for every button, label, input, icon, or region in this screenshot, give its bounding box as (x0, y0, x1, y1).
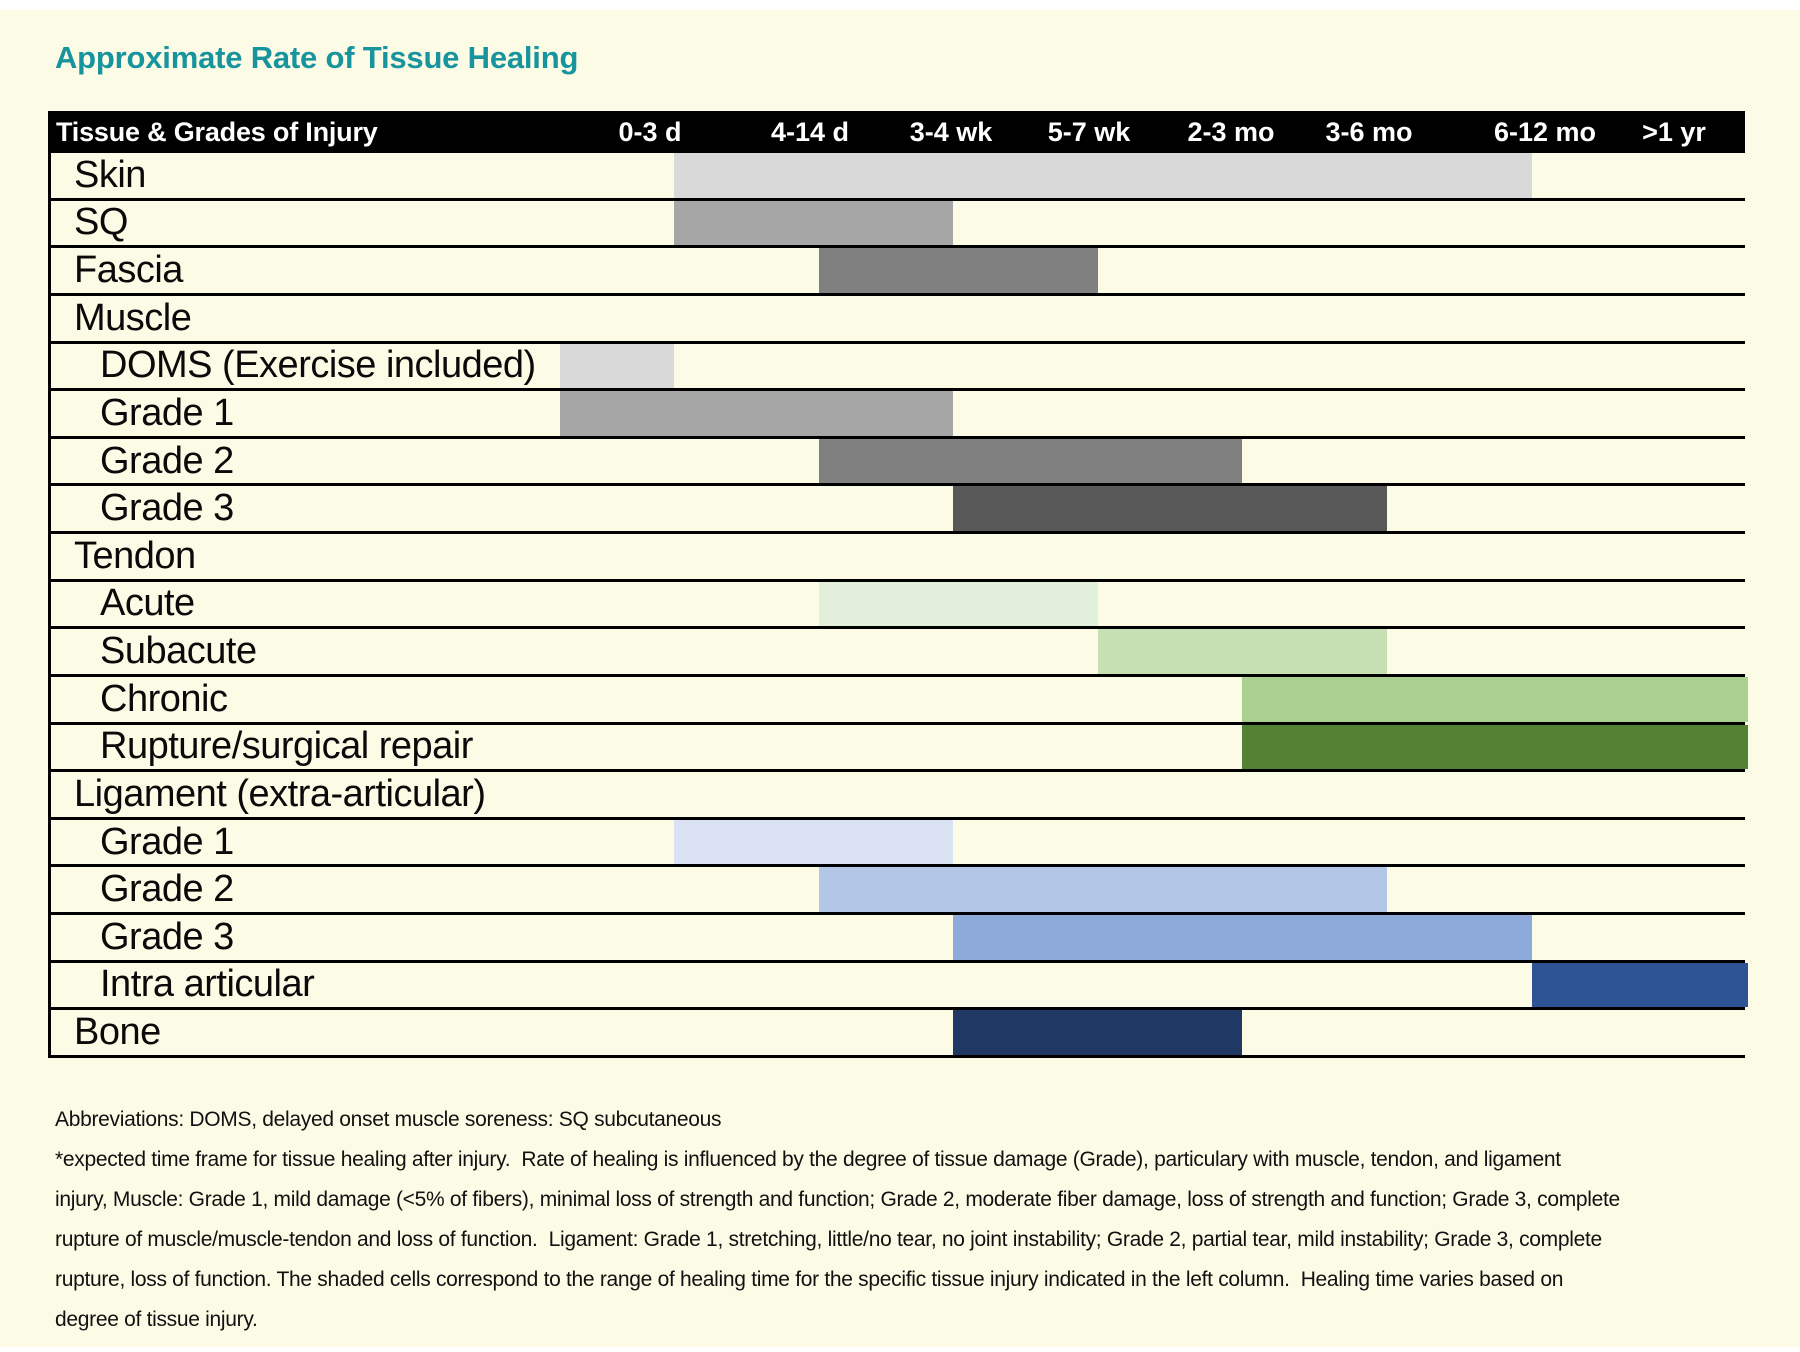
row-label: Grade 2 (100, 439, 234, 482)
page-title: Approximate Rate of Tissue Healing (55, 40, 579, 75)
row-label: Ligament (extra-articular) (74, 772, 486, 815)
column-header: >1 yr (1642, 116, 1706, 147)
healing-range-bar (1242, 676, 1748, 722)
table-body: Skin SQ Fascia Muscle DOMS (Exercise include… (48, 153, 1748, 1058)
column-header: 6-12 mo (1493, 116, 1597, 147)
row-label: Rupture/surgical repair (100, 725, 473, 768)
footnote-line: degree of tissue injury. (55, 1308, 258, 1331)
table-row: Chronic (51, 676, 1748, 725)
tissue-healing-table: Tissue & Grades of Injury 0-3 d 4-14 d 3-4… (48, 111, 1748, 1058)
column-header: 4-14 d (770, 116, 850, 147)
column-header: 0-3 d (618, 116, 682, 147)
footnote-line: rupture, loss of function. The shaded ce… (55, 1268, 1564, 1291)
row-label: Chronic (100, 677, 228, 720)
table-row: Acute (51, 581, 1745, 630)
row-label: Grade 3 (100, 487, 234, 530)
healing-range-bar (953, 1010, 1242, 1055)
table-row: Muscle (51, 296, 1745, 344)
top-margin (0, 0, 1800, 10)
row-label: Muscle (74, 296, 192, 339)
healing-range-bar (560, 343, 674, 389)
row-label: Fascia (74, 249, 183, 292)
column-header: 5-7 wk (1047, 116, 1131, 147)
column-header: 2-3 mo (1187, 116, 1275, 147)
table-row: Grade 2 (51, 438, 1745, 487)
healing-range-bar (953, 915, 1532, 960)
healing-range-bar (674, 819, 953, 865)
footnotes: Abbreviations: DOMS, delayed onset muscl… (55, 1100, 1620, 1340)
table-row: Ligament (extra-articular) (51, 772, 1745, 820)
table-row: Subacute (51, 629, 1745, 677)
table-row: Intra articular (51, 962, 1748, 1011)
healing-range-bar (560, 391, 953, 436)
row-label: Tendon (74, 534, 196, 577)
healing-range-bar (1532, 962, 1748, 1008)
row-label: DOMS (Exercise included) (100, 344, 536, 387)
healing-range-bar (1242, 724, 1748, 770)
footnote-line: Abbreviations: DOMS, delayed onset muscl… (55, 1108, 722, 1131)
row-label: Grade 1 (100, 391, 234, 434)
footnote-line: injury, Muscle: Grade 1, mild damage (<5… (55, 1188, 1620, 1211)
table-row: Grade 3 (51, 915, 1745, 963)
table-row: Grade 1 (51, 391, 1745, 439)
footnote-line: *expected time frame for tissue healing … (55, 1148, 1561, 1171)
row-label: SQ (74, 201, 128, 244)
table-row: Tendon (51, 534, 1745, 582)
table-row: Grade 3 (51, 486, 1745, 534)
healing-range-bar (674, 200, 953, 246)
healing-range-bar (819, 438, 1242, 484)
table-row: DOMS (Exercise included) (51, 343, 1745, 392)
healing-range-bar (1098, 629, 1387, 674)
table-row: SQ (51, 200, 1745, 249)
row-label: Grade 2 (100, 868, 234, 911)
header-tissue-grades-label: Tissue & Grades of Injury (56, 116, 378, 147)
row-label: Subacute (100, 630, 257, 673)
healing-range-bar (819, 581, 1098, 627)
healing-range-bar (819, 867, 1387, 912)
table-row: Grade 1 (51, 819, 1745, 868)
table-row: Rupture/surgical repair (51, 724, 1748, 773)
healing-range-bar (674, 153, 1532, 198)
table-row: Grade 2 (51, 867, 1745, 915)
row-label: Grade 3 (100, 915, 234, 958)
column-header: 3-4 wk (909, 116, 993, 147)
table-row: Fascia (51, 248, 1745, 296)
healing-range-bar (819, 248, 1098, 293)
column-header: 3-6 mo (1325, 116, 1413, 147)
healing-range-bar (953, 486, 1387, 531)
row-label: Skin (74, 153, 146, 196)
row-label: Bone (74, 1011, 161, 1054)
footnote-line: rupture of muscle/muscle-tendon and loss… (55, 1228, 1602, 1251)
bottom-margin (0, 1347, 1800, 1352)
row-label: Acute (100, 582, 195, 625)
table-row: Bone (51, 1010, 1745, 1058)
table-row: Skin (51, 153, 1745, 201)
table-header-row: Tissue & Grades of Injury 0-3 d 4-14 d 3-4… (48, 111, 1745, 153)
row-label: Intra articular (100, 963, 315, 1006)
row-label: Grade 1 (100, 820, 234, 863)
